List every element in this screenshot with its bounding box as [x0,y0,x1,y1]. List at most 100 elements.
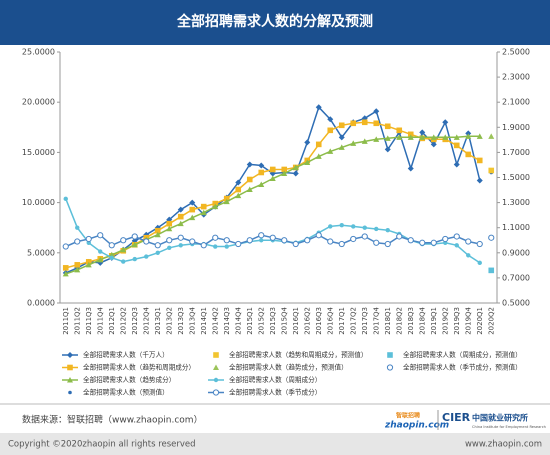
data-point [62,243,69,250]
cier-en: China Institute for Employment Research [472,425,546,429]
data-point [224,244,229,249]
data-point [212,234,219,241]
data-point [154,231,161,238]
data-point [292,164,299,170]
x-tick-label: 2012Q1 [108,307,116,335]
data-point [212,203,219,210]
legend-swatch [67,364,73,371]
data-point [396,127,403,134]
data-point [235,179,242,186]
x-tick-label: 2014Q4 [234,306,242,334]
y2-tick-label: 0.7000 [502,273,530,282]
data-point [338,144,345,150]
data-point [121,259,126,264]
data-point [235,240,242,248]
legend-label: 全部招聘需求人数（季节成分，预测值） [403,363,522,372]
data-point [327,127,334,134]
data-point [109,255,114,261]
data-point [212,200,219,207]
data-point [154,242,161,249]
x-tick-label: 2012Q3 [131,307,139,335]
y2-tick-label: 1.7000 [502,148,530,157]
data-point [465,133,472,139]
data-point [223,195,230,202]
data-point [259,238,264,243]
data-point [407,165,414,172]
data-point [63,196,68,202]
data-point [74,262,81,268]
data-point [246,186,253,193]
data-point [384,123,391,130]
data-point [488,267,495,274]
data-point [281,237,288,244]
legend-label: 全部招聘需求人数（趋势成分） [83,375,175,384]
y-tick-label: 0.0000 [27,299,55,308]
title-bar [0,0,550,45]
data-point [292,240,299,248]
y2-tick-label: 1.5000 [502,173,530,182]
legend-label: 全部招聘需求人数（季节成分） [229,388,321,397]
data-point [177,220,184,227]
legend-label: 全部招聘需求人数（周期成分） [229,375,321,384]
data-point [258,181,265,188]
x-tick-label: 2011Q4 [96,306,104,334]
data-point [74,266,81,273]
data-point [396,134,403,140]
data-point [304,159,311,165]
data-point [465,130,472,137]
legend-label: 全部招聘需求人数（趋势和周期成分，预测值） [229,350,367,359]
data-point [430,239,437,246]
legend-label: 全部招聘需求人数（趋势和周期成分） [83,363,195,372]
data-point [246,237,253,244]
data-point [315,141,322,148]
series-line [65,198,481,264]
y2-tick-label: 2.3000 [502,73,530,82]
data-point [466,253,471,258]
data-point [223,237,230,244]
data-point [269,234,276,241]
copyright-bar [0,433,550,455]
y2-tick-label: 1.9000 [502,123,530,132]
data-point [200,209,207,216]
legend-swatch [212,389,220,396]
x-tick-label: 2017Q4 [372,306,380,334]
data-point [189,214,196,221]
x-tick-label: 2020Q1 [476,307,484,335]
x-tick-label: 2011Q3 [85,307,93,335]
data-point [258,162,265,169]
data-point [235,192,242,199]
data-point [132,256,137,262]
data-point [328,224,333,229]
x-tick-label: 2017Q1 [338,307,346,335]
data-point [315,153,322,159]
data-point [477,260,482,266]
x-tick-label: 2016Q4 [326,306,334,334]
data-point [488,167,495,174]
x-tick-label: 2011Q2 [73,307,81,335]
data-point [108,242,115,249]
data-point [246,176,253,183]
data-point [315,232,322,239]
y-tick-label: 15.0000 [22,148,55,157]
x-tick-label: 2013Q2 [165,307,173,335]
data-point [166,237,173,244]
legend-label: 全部招聘需求人数（趋势成分，预测值） [229,363,348,372]
data-point [143,238,150,245]
data-point [339,222,344,228]
data-point [74,238,81,245]
data-point [373,120,380,127]
x-tick-label: 2014Q2 [211,307,219,335]
x-tick-label: 2013Q4 [188,306,196,334]
data-point [177,206,184,213]
data-point [189,206,196,213]
x-tick-label: 2012Q2 [119,307,127,335]
data-point [350,235,357,243]
data-point [488,133,495,139]
x-tick-label: 2018Q3 [407,307,415,335]
data-point [384,146,391,153]
data-point [453,161,460,168]
data-point [476,157,483,164]
data-point [442,235,449,243]
data-point [407,134,414,140]
